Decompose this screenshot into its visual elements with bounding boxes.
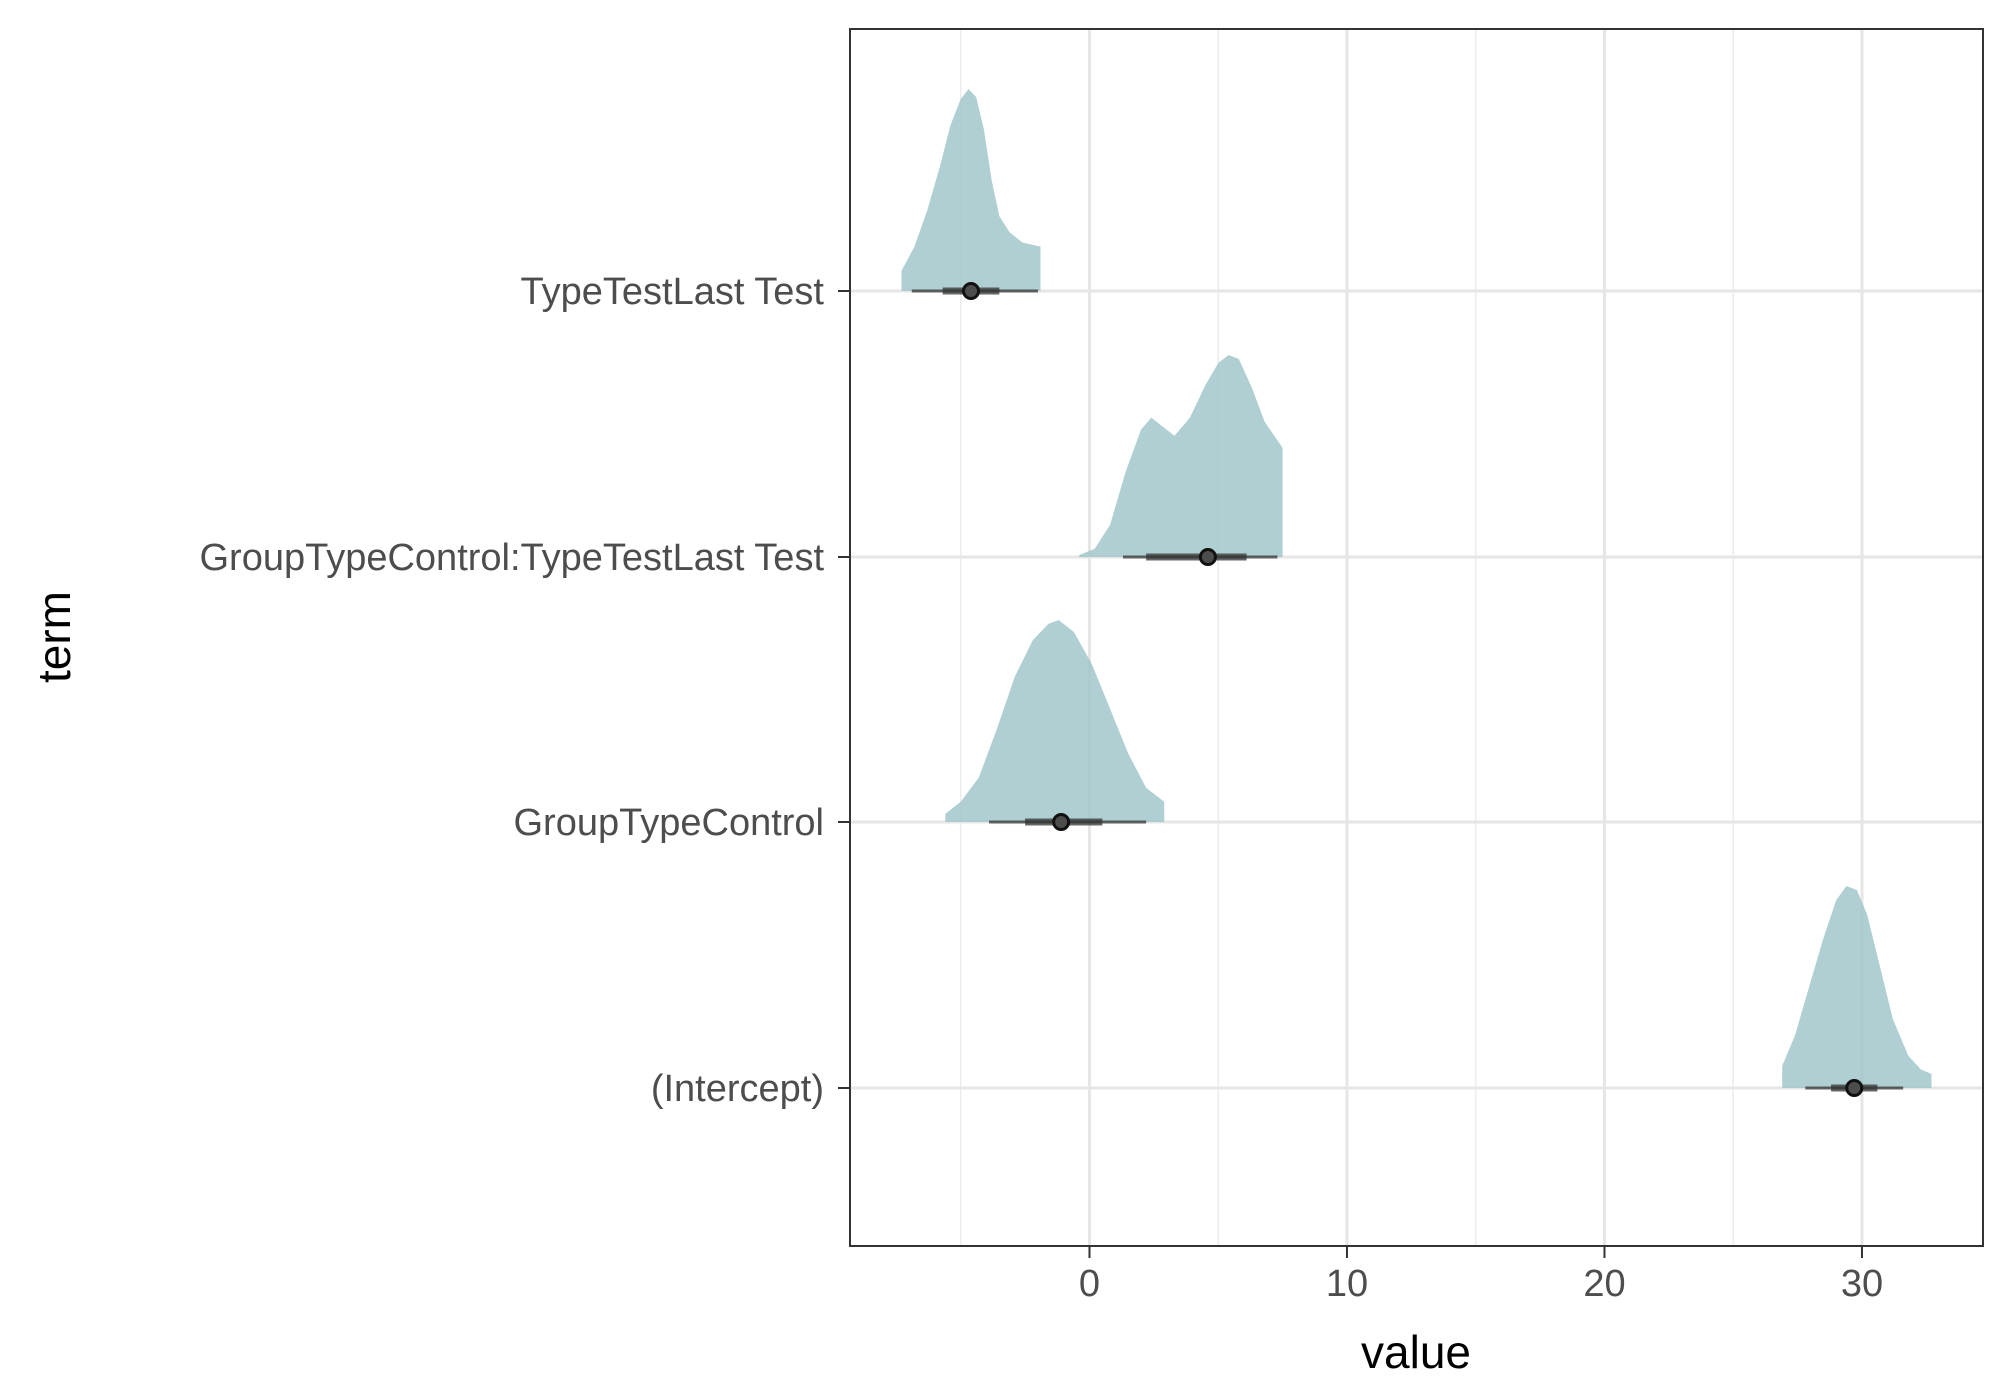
density-area: [1782, 886, 1932, 1088]
density-area: [901, 89, 1041, 291]
x-tick-label: 0: [1079, 1263, 1100, 1305]
median-point: [1845, 1079, 1864, 1097]
halfeye-term-3: [1782, 886, 1932, 1097]
median-point: [962, 282, 981, 300]
halfeye-term-2: [945, 620, 1165, 831]
x-tick-label: 10: [1326, 1263, 1368, 1305]
panel-border: [849, 28, 1984, 1247]
y-tick-label: GroupTypeControl:TypeTestLast Test: [199, 537, 824, 579]
x-tick-label: 20: [1583, 1263, 1625, 1305]
halfeye-term-0: [901, 89, 1041, 300]
axes: TypeTestLast Test GroupTypeControl:TypeTe…: [199, 271, 1883, 1305]
x-axis-title: value: [1361, 1326, 1471, 1378]
median-point: [1198, 548, 1217, 566]
median-point: [1052, 813, 1071, 831]
halfeye-term-1: [1079, 355, 1283, 566]
y-tick-label: GroupTypeControl: [514, 802, 825, 844]
y-axis-title: term: [28, 591, 80, 683]
x-tick-label: 30: [1841, 1263, 1883, 1305]
density-area: [945, 620, 1165, 822]
grid-minor: [959, 29, 1734, 1246]
density-area: [1079, 355, 1283, 557]
chart-marks: [901, 89, 1932, 1097]
y-tick-label: (Intercept): [651, 1068, 824, 1110]
y-tick-label: TypeTestLast Test: [521, 271, 825, 313]
